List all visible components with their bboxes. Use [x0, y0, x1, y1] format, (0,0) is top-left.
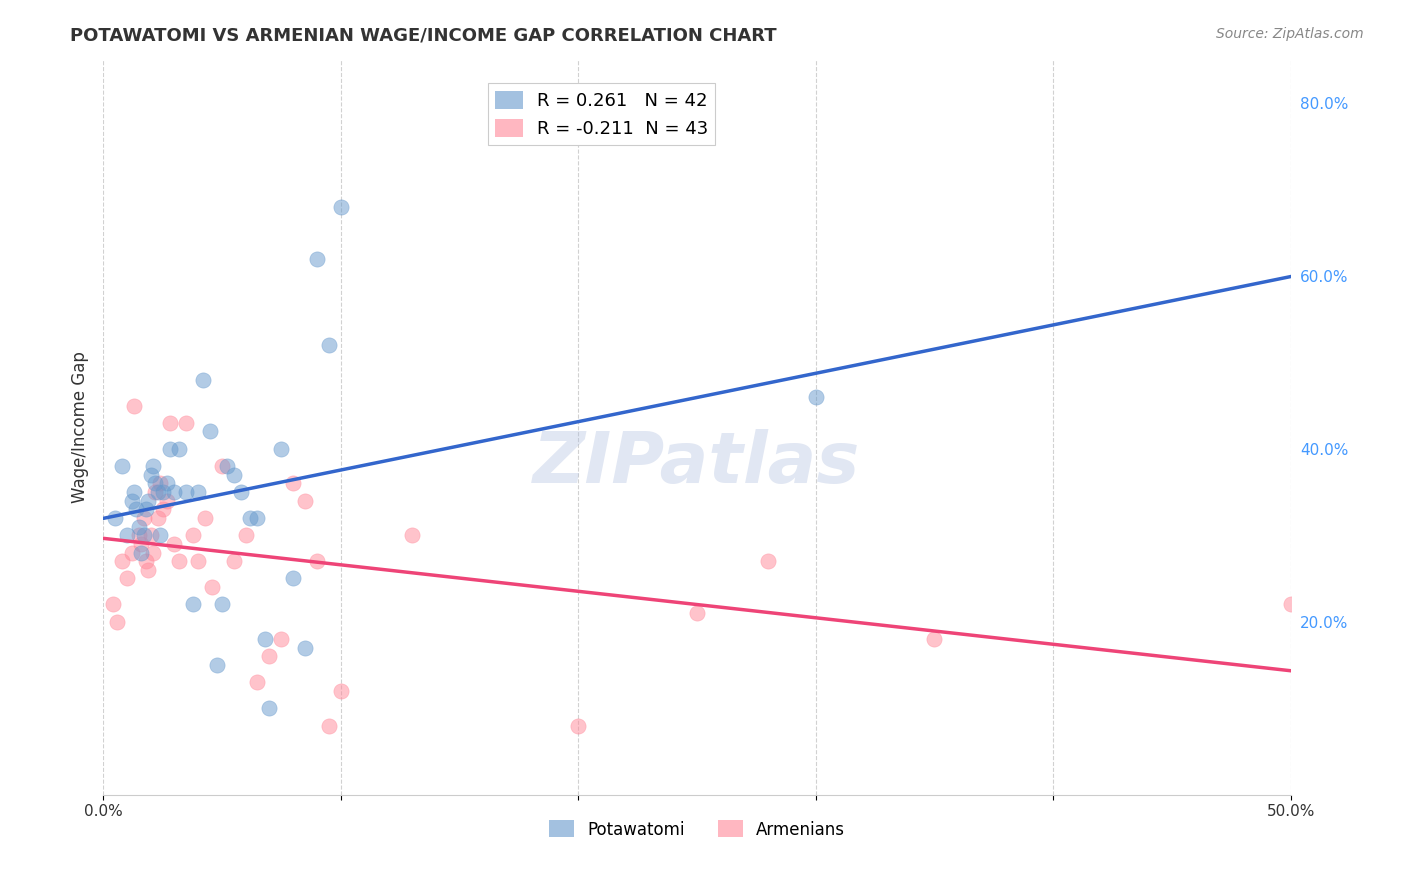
- Point: [156, 476, 179, 491]
- Point: [121, 493, 143, 508]
- Point: [149, 476, 172, 491]
- Y-axis label: Wage/Income Gap: Wage/Income Gap: [72, 351, 89, 503]
- Point: [128, 528, 150, 542]
- Point: [198, 425, 221, 439]
- Point: [152, 485, 174, 500]
- Text: Source: ZipAtlas.com: Source: ZipAtlas.com: [1216, 27, 1364, 41]
- Point: [156, 493, 179, 508]
- Point: [567, 718, 589, 732]
- Point: [174, 485, 197, 500]
- Point: [194, 511, 217, 525]
- Point: [149, 528, 172, 542]
- Point: [132, 511, 155, 525]
- Point: [229, 485, 252, 500]
- Point: [211, 598, 233, 612]
- Point: [235, 528, 257, 542]
- Point: [152, 502, 174, 516]
- Point: [281, 572, 304, 586]
- Point: [329, 684, 352, 698]
- Point: [111, 459, 134, 474]
- Point: [318, 338, 340, 352]
- Point: [146, 485, 169, 500]
- Point: [125, 502, 148, 516]
- Text: POTAWATOMI VS ARMENIAN WAGE/INCOME GAP CORRELATION CHART: POTAWATOMI VS ARMENIAN WAGE/INCOME GAP C…: [70, 27, 778, 45]
- Point: [174, 416, 197, 430]
- Point: [163, 537, 186, 551]
- Point: [1279, 598, 1302, 612]
- Point: [259, 649, 281, 664]
- Point: [191, 373, 214, 387]
- Point: [136, 563, 159, 577]
- Point: [183, 598, 205, 612]
- Point: [305, 252, 328, 266]
- Point: [246, 511, 269, 525]
- Point: [135, 554, 157, 568]
- Point: [270, 442, 292, 456]
- Text: ZIPatlas: ZIPatlas: [533, 429, 860, 499]
- Point: [201, 580, 224, 594]
- Point: [163, 485, 186, 500]
- Point: [215, 459, 238, 474]
- Point: [129, 545, 152, 559]
- Point: [183, 528, 205, 542]
- Point: [159, 442, 181, 456]
- Point: [132, 528, 155, 542]
- Point: [105, 615, 128, 629]
- Point: [246, 675, 269, 690]
- Point: [104, 511, 127, 525]
- Point: [205, 657, 228, 672]
- Point: [222, 554, 245, 568]
- Point: [281, 476, 304, 491]
- Point: [122, 485, 145, 500]
- Legend: Potawatomi, Armenians: Potawatomi, Armenians: [541, 814, 852, 846]
- Point: [924, 632, 946, 646]
- Point: [211, 459, 233, 474]
- Point: [122, 399, 145, 413]
- Point: [401, 528, 423, 542]
- Point: [139, 528, 162, 542]
- Point: [222, 467, 245, 482]
- Point: [159, 416, 181, 430]
- Point: [187, 485, 209, 500]
- Point: [101, 598, 124, 612]
- Point: [115, 572, 138, 586]
- Point: [305, 554, 328, 568]
- Point: [167, 554, 190, 568]
- Point: [129, 537, 152, 551]
- Point: [145, 476, 167, 491]
- Point: [135, 502, 157, 516]
- Point: [128, 519, 150, 533]
- Point: [253, 632, 276, 646]
- Point: [259, 701, 281, 715]
- Point: [294, 493, 316, 508]
- Point: [121, 545, 143, 559]
- Point: [142, 545, 165, 559]
- Point: [167, 442, 190, 456]
- Point: [318, 718, 340, 732]
- Point: [111, 554, 134, 568]
- Point: [294, 640, 316, 655]
- Point: [136, 493, 159, 508]
- Point: [146, 511, 169, 525]
- Point: [756, 554, 779, 568]
- Point: [239, 511, 262, 525]
- Point: [329, 200, 352, 214]
- Point: [270, 632, 292, 646]
- Point: [804, 390, 827, 404]
- Point: [115, 528, 138, 542]
- Point: [139, 467, 162, 482]
- Point: [145, 485, 167, 500]
- Point: [686, 606, 709, 620]
- Point: [142, 459, 165, 474]
- Point: [187, 554, 209, 568]
